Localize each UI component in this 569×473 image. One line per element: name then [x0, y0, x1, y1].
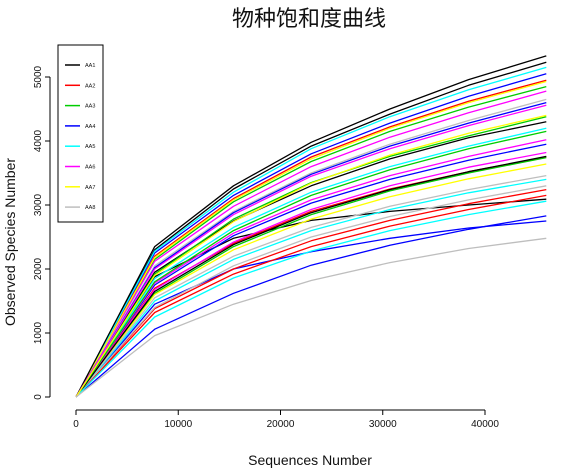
series-line-aa4 — [75, 215, 547, 398]
x-axis-label: Sequences Number — [248, 452, 372, 468]
series-line-extra-24 — [75, 155, 547, 398]
x-tick-label: 0 — [73, 419, 79, 430]
series-line-extra-2 — [75, 121, 547, 398]
series-line-extra-7 — [75, 156, 547, 398]
series-line-aa2 — [75, 194, 547, 398]
series-line-extra-15 — [75, 151, 547, 398]
legend-label: AA5 — [85, 144, 95, 150]
y-tick-label: 4000 — [33, 129, 44, 152]
legend: AA1 AA2 AA3 AA4 AA5 AA6 AA7 AA8 — [57, 44, 104, 223]
series-line-extra-12 — [75, 127, 547, 398]
legend-label: AA8 — [85, 205, 95, 211]
series-line-extra-22 — [75, 101, 547, 398]
series-line-extra-23 — [75, 139, 547, 398]
legend-label: AA3 — [85, 104, 95, 110]
series-lines — [75, 55, 547, 398]
series-line-extra-6 — [75, 79, 547, 398]
series-line-extra-11 — [75, 66, 547, 398]
series-line-extra-8 — [75, 188, 547, 398]
series-line-extra-16 — [75, 80, 547, 398]
series-line-extra-9 — [75, 85, 547, 398]
series-line-extra-10 — [75, 156, 547, 398]
series-line-aa8 — [75, 237, 547, 398]
series-line-extra-4 — [75, 73, 547, 398]
y-tick-label: 2000 — [33, 257, 44, 280]
series-line-extra-0 — [75, 198, 547, 398]
legend-label: AA7 — [85, 185, 95, 191]
series-line-extra-14 — [75, 90, 547, 398]
series-line-aa5 — [75, 200, 547, 398]
x-tick-label: 30000 — [369, 419, 397, 430]
y-axis: 0 1000 2000 3000 4000 5000 — [33, 65, 51, 400]
chart-title: 物种饱和度曲线 — [232, 7, 386, 32]
legend-label: AA1 — [85, 63, 95, 69]
x-tick-label: 40000 — [471, 419, 499, 430]
legend-box — [57, 44, 104, 223]
series-line-aa7 — [75, 114, 547, 398]
y-tick-label: 0 — [33, 394, 44, 400]
x-tick-label: 20000 — [267, 419, 295, 430]
series-line-aa6 — [75, 104, 547, 398]
series-line-extra-20 — [75, 185, 547, 398]
series-line-aa3 — [75, 130, 547, 398]
x-axis: 0 10000 20000 30000 40000 — [73, 409, 499, 430]
series-line-extra-1 — [75, 61, 547, 398]
legend-label: AA4 — [85, 124, 95, 130]
legend-label: AA6 — [85, 165, 95, 171]
y-axis-label: Observed Species Number — [2, 158, 18, 326]
y-tick-label: 3000 — [33, 193, 44, 216]
series-line-aa1 — [75, 55, 547, 398]
series-line-extra-18 — [75, 98, 547, 398]
series-line-extra-13 — [75, 178, 547, 398]
series-line-extra-19 — [75, 174, 547, 398]
series-line-extra-5 — [75, 143, 547, 398]
x-tick-label: 10000 — [164, 419, 192, 430]
series-line-extra-17 — [75, 163, 547, 398]
y-tick-label: 5000 — [33, 65, 44, 88]
legend-label: AA2 — [85, 83, 95, 89]
y-tick-label: 1000 — [33, 321, 44, 344]
